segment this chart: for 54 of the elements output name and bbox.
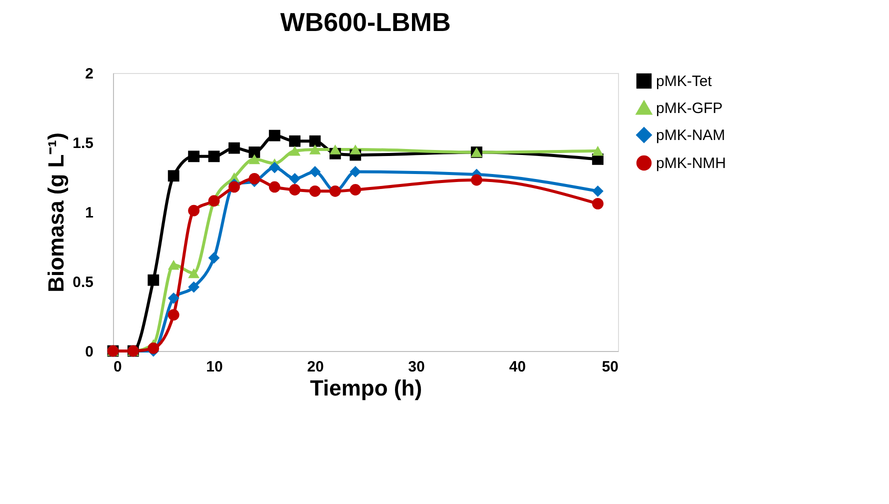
point [309, 135, 321, 147]
point [168, 292, 180, 304]
x-tick-label: 0 [114, 358, 122, 376]
x-axis-title: Tiempo (h) [310, 376, 422, 400]
point [228, 181, 240, 193]
legend-label: pMK-NAM [656, 127, 726, 144]
point [208, 150, 220, 162]
legend-label: pMK-GFP [656, 100, 723, 117]
y-tick-label: 0.5 [72, 274, 94, 291]
y-tick-label: 1.5 [72, 135, 94, 152]
point [289, 146, 300, 156]
point [268, 181, 280, 193]
point [268, 130, 280, 142]
point [228, 142, 240, 154]
point [289, 172, 300, 184]
y-tick-label: 0 [85, 344, 94, 360]
point [309, 166, 321, 178]
point [309, 144, 321, 154]
point [350, 166, 362, 178]
legend-label: pMK-NMH [656, 155, 726, 172]
point [592, 146, 604, 156]
x-tick-label: 30 [408, 358, 425, 376]
point [248, 154, 260, 164]
point [350, 184, 362, 196]
y-axis-title: Biomasa (g L⁻¹) [44, 132, 69, 292]
x-tick-label: 50 [602, 358, 618, 376]
point [268, 162, 280, 174]
point [248, 172, 260, 184]
x-tick-label: 40 [509, 358, 526, 376]
point [168, 309, 180, 321]
point [248, 146, 260, 158]
point [289, 184, 300, 196]
point [188, 150, 200, 162]
x-tick-label: 10 [206, 358, 223, 376]
point [168, 260, 180, 270]
legend-label: pMK-Tet [656, 73, 713, 90]
point [188, 204, 200, 216]
point [148, 274, 160, 286]
point [470, 174, 482, 186]
point [592, 198, 604, 210]
point [208, 252, 220, 264]
point [188, 268, 200, 278]
x-tick-label: 20 [307, 358, 324, 376]
point [350, 144, 362, 154]
point [168, 170, 180, 182]
point [309, 185, 321, 197]
point [148, 342, 160, 354]
point [330, 144, 341, 154]
y-tick-label: 1 [85, 204, 94, 222]
point [188, 281, 200, 293]
y-tick-label: 2 [85, 66, 94, 82]
chart-title: WB600-LBMB [280, 7, 451, 37]
point [592, 185, 604, 197]
point [289, 135, 300, 147]
